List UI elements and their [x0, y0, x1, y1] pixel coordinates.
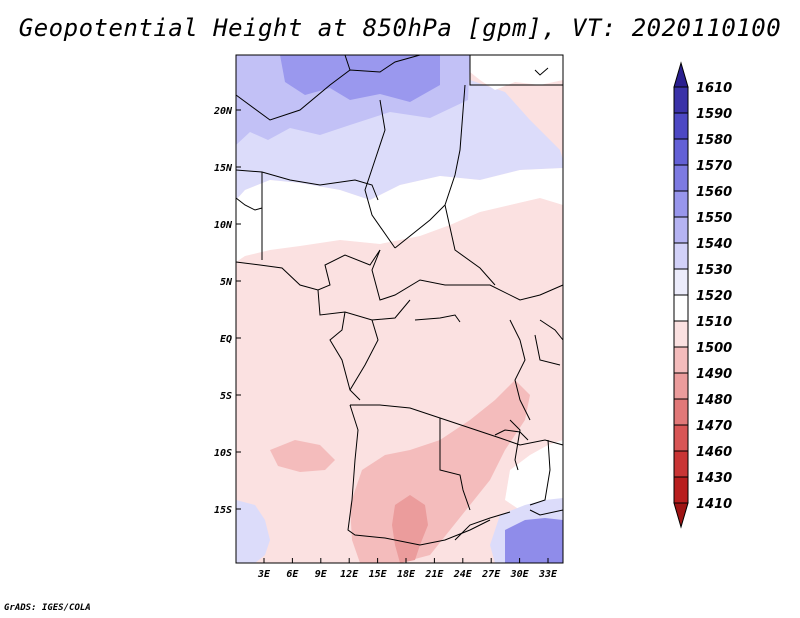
colorbar-swatch — [673, 450, 689, 478]
grads-credit: GrADS: IGES/COLA — [4, 603, 91, 613]
south-core-red-region — [392, 495, 428, 563]
colorbar-swatch — [673, 268, 689, 296]
map-frame — [235, 54, 564, 564]
colorbar-label: 1510 — [696, 315, 732, 330]
colorbar-label: 1500 — [696, 341, 732, 356]
lat-tick-label: 20N — [213, 106, 233, 117]
lon-tick-label: 6E — [286, 569, 299, 580]
colorbar-label: 1480 — [696, 393, 732, 408]
colorbar-swatch — [673, 112, 689, 140]
colorbar-swatch — [673, 398, 689, 426]
colorbar-label: 1580 — [696, 133, 732, 148]
colorbar-swatch — [673, 164, 689, 192]
colorbar-label: 1560 — [696, 185, 732, 200]
colorbar-label: 1590 — [696, 107, 732, 122]
latitude-axis: 20N 15N 10N 5N EQ 5S 10S 15S — [213, 106, 241, 516]
colorbar-swatch — [673, 320, 689, 348]
lon-tick-label: 3E — [257, 569, 271, 580]
lon-tick-label: 27E — [481, 569, 501, 580]
colorbar-bottom-arrow — [673, 502, 689, 529]
lat-tick-label: 15N — [214, 163, 233, 174]
colorbar-swatch — [673, 476, 689, 504]
colorbar-swatch — [673, 138, 689, 166]
colorbar-label: 1550 — [696, 211, 732, 226]
height-shading — [236, 55, 563, 563]
colorbar-label: 1570 — [696, 159, 732, 174]
sahel-white-region — [236, 168, 563, 262]
colorbar-swatch — [673, 242, 689, 270]
lon-tick-label: 24E — [453, 569, 473, 580]
lat-tick-label: 5N — [220, 277, 233, 288]
colorbar-label: 1490 — [696, 367, 732, 382]
southeast-white-region — [505, 440, 563, 510]
lon-tick-label: 15E — [369, 569, 388, 580]
map-title: Geopotential Height at 850hPa [gpm], VT:… — [18, 14, 782, 42]
colorbar-swatch — [673, 86, 689, 114]
colorbar-label: 1610 — [696, 81, 732, 96]
country-borders — [235, 54, 564, 546]
lat-tick-label: 15S — [214, 505, 232, 516]
lon-tick-label: 30E — [510, 569, 530, 580]
colorbar-swatch — [673, 424, 689, 452]
colorbar-label: 1410 — [696, 497, 732, 512]
lat-tick-label: 10S — [214, 448, 232, 459]
colorbar-swatch — [673, 372, 689, 400]
colorbar-label: 1540 — [696, 237, 732, 252]
colorbar-top-arrow — [673, 61, 689, 88]
lon-tick-label: 18E — [397, 569, 416, 580]
map-panel — [235, 54, 564, 564]
southwest-light-blue-region — [236, 500, 270, 563]
northeast-white-region — [470, 55, 563, 90]
colorbar-swatch — [673, 190, 689, 218]
colorbar-label: 1470 — [696, 419, 732, 434]
colorbar: 1610 1590 1580 1570 1560 1550 1540 1530 1520 1510… — [673, 61, 732, 529]
lat-tick-label: EQ — [220, 334, 232, 345]
lat-tick-label: 10N — [214, 220, 233, 231]
lon-tick-label: 21E — [424, 569, 444, 580]
colorbar-swatch — [673, 216, 689, 244]
lon-tick-label: 12E — [340, 569, 359, 580]
longitude-axis: 3E 6E 9E 12E 15E 18E 21E 24E 27E 30E 33E — [257, 558, 558, 580]
lat-tick-label: 5S — [220, 391, 232, 402]
south-west-red-patch — [270, 440, 335, 472]
colorbar-label: 1460 — [696, 445, 732, 460]
colorbar-swatch — [673, 346, 689, 374]
colorbar-swatch — [673, 294, 689, 322]
colorbar-label: 1530 — [696, 263, 732, 278]
lon-tick-label: 33E — [538, 569, 558, 580]
colorbar-label: 1430 — [696, 471, 732, 486]
colorbar-label: 1520 — [696, 289, 732, 304]
lon-tick-label: 9E — [315, 569, 328, 580]
north-deep-blue-region — [280, 55, 440, 102]
southeast-high-region — [505, 518, 563, 563]
